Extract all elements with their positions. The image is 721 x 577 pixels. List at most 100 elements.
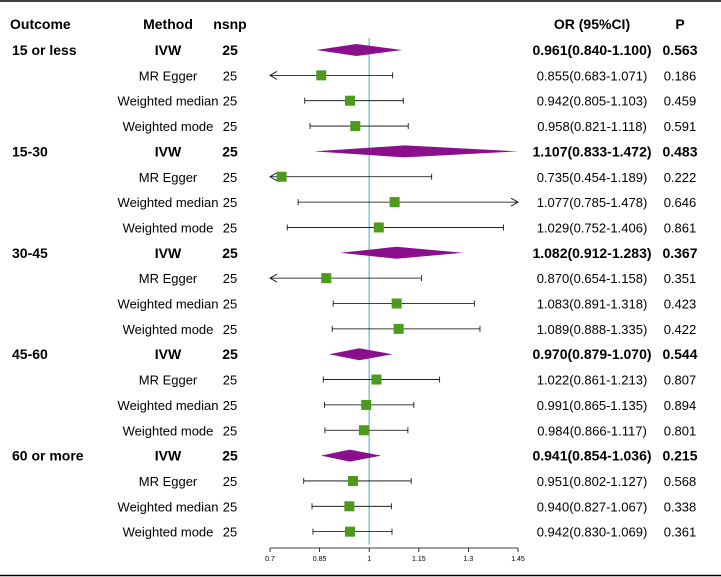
method-label: Weighted median bbox=[118, 499, 219, 514]
x-tick-label: 1 bbox=[367, 556, 371, 563]
method-label: MR Egger bbox=[139, 474, 198, 489]
p-value: 0.646 bbox=[664, 195, 697, 210]
p-value: 0.222 bbox=[664, 170, 697, 185]
method-label: Weighted median bbox=[118, 94, 219, 109]
point-estimate-square bbox=[393, 323, 404, 334]
nsnp-value: 25 bbox=[223, 499, 237, 514]
header-p: P bbox=[675, 16, 684, 32]
p-value: 0.568 bbox=[664, 474, 697, 489]
pooled-estimate-diamond bbox=[320, 449, 382, 462]
or-ci-value: 1.089(0.888-1.335) bbox=[537, 322, 648, 337]
p-value: 0.563 bbox=[662, 42, 697, 58]
nsnp-value: 25 bbox=[223, 220, 237, 235]
method-label: Weighted median bbox=[118, 297, 219, 312]
rows-layer: 15 or less IVW 25 0.961(0.840-1.100) 0.563 MR… bbox=[12, 38, 698, 545]
point-estimate-square bbox=[391, 298, 402, 309]
nsnp-value: 25 bbox=[222, 42, 238, 58]
nsnp-value: 25 bbox=[223, 271, 237, 286]
nsnp-value: 25 bbox=[222, 448, 238, 464]
point-estimate-square bbox=[276, 171, 287, 182]
or-ci-value: 0.984(0.866-1.117) bbox=[537, 423, 647, 438]
nsnp-value: 25 bbox=[223, 373, 237, 388]
nsnp-value: 25 bbox=[223, 398, 237, 413]
p-value: 0.367 bbox=[662, 245, 697, 261]
nsnp-value: 25 bbox=[223, 68, 237, 83]
header-method: Method bbox=[143, 16, 193, 32]
or-ci-value: 1.022(0.861-1.213) bbox=[537, 373, 648, 388]
p-value: 0.861 bbox=[664, 220, 697, 235]
ci-arrow-left bbox=[269, 71, 278, 80]
point-estimate-square bbox=[345, 95, 356, 106]
method-label: Weighted mode bbox=[123, 322, 214, 337]
or-ci-value: 1.029(0.752-1.406) bbox=[537, 220, 648, 235]
method-label: MR Egger bbox=[139, 68, 198, 83]
nsnp-value: 25 bbox=[223, 474, 237, 489]
or-ci-value: 1.082(0.912-1.283) bbox=[532, 245, 651, 261]
header-nsnp: nsnp bbox=[213, 16, 246, 32]
p-value: 0.894 bbox=[664, 398, 697, 413]
method-label: Weighted median bbox=[118, 195, 219, 210]
point-estimate-square bbox=[347, 475, 358, 486]
point-estimate-square bbox=[350, 121, 361, 132]
point-estimate-square bbox=[389, 197, 400, 208]
pooled-estimate-diamond bbox=[329, 348, 393, 361]
outcome-label: 60 or more bbox=[12, 448, 84, 464]
nsnp-value: 25 bbox=[223, 322, 237, 337]
pooled-estimate-diamond bbox=[340, 246, 463, 259]
nsnp-value: 25 bbox=[223, 525, 237, 540]
point-estimate-square bbox=[344, 501, 355, 512]
p-value: 0.351 bbox=[664, 271, 697, 286]
p-value: 0.215 bbox=[662, 448, 697, 464]
method-label: IVW bbox=[155, 346, 182, 362]
x-axis: 0.7 0.85 1 1.15 1.3 1.45 bbox=[265, 547, 525, 563]
p-value: 0.591 bbox=[664, 119, 697, 134]
or-ci-value: 1.107(0.833-1.472) bbox=[532, 143, 651, 159]
or-ci-value: 0.940(0.827-1.067) bbox=[537, 499, 648, 514]
point-estimate-square bbox=[316, 70, 327, 81]
p-value: 0.807 bbox=[664, 373, 697, 388]
or-ci-value: 0.991(0.865-1.135) bbox=[537, 398, 648, 413]
nsnp-value: 25 bbox=[223, 423, 237, 438]
x-tick-label: 0.85 bbox=[313, 556, 327, 563]
p-value: 0.459 bbox=[664, 94, 697, 109]
or-ci-value: 0.970(0.879-1.070) bbox=[532, 346, 651, 362]
method-label: IVW bbox=[155, 245, 182, 261]
method-label: Weighted mode bbox=[123, 525, 214, 540]
header-or: OR (95%CI) bbox=[554, 16, 630, 32]
nsnp-value: 25 bbox=[223, 297, 237, 312]
or-ci-value: 1.083(0.891-1.318) bbox=[537, 297, 648, 312]
nsnp-value: 25 bbox=[223, 119, 237, 134]
method-label: IVW bbox=[155, 448, 182, 464]
p-value: 0.186 bbox=[664, 68, 697, 83]
or-ci-value: 0.941(0.854-1.036) bbox=[532, 448, 651, 464]
point-estimate-square bbox=[358, 425, 369, 436]
or-ci-value: 0.855(0.683-1.071) bbox=[537, 68, 648, 83]
p-value: 0.361 bbox=[664, 525, 697, 540]
p-value: 0.801 bbox=[664, 423, 697, 438]
method-label: MR Egger bbox=[139, 373, 198, 388]
ci-arrow-left bbox=[269, 172, 278, 182]
pooled-estimate-diamond bbox=[313, 145, 518, 158]
method-label: Weighted mode bbox=[123, 423, 214, 438]
ci-arrow-left bbox=[269, 273, 278, 283]
or-ci-value: 1.077(0.785-1.478) bbox=[537, 195, 648, 210]
point-estimate-square bbox=[373, 222, 384, 233]
x-tick-label: 1.3 bbox=[464, 556, 474, 563]
p-value: 0.544 bbox=[662, 346, 697, 362]
or-ci-value: 0.961(0.840-1.100) bbox=[532, 42, 651, 58]
nsnp-value: 25 bbox=[223, 195, 237, 210]
nsnp-value: 25 bbox=[222, 346, 238, 362]
ci-arrow-right bbox=[510, 197, 519, 207]
method-label: Weighted mode bbox=[123, 119, 214, 134]
outcome-label: 15-30 bbox=[12, 143, 48, 159]
point-estimate-square bbox=[345, 526, 356, 537]
method-label: IVW bbox=[155, 143, 182, 159]
method-label: Weighted median bbox=[118, 398, 219, 413]
or-ci-value: 0.735(0.454-1.189) bbox=[537, 170, 648, 185]
method-label: Weighted mode bbox=[123, 220, 214, 235]
method-label: IVW bbox=[155, 42, 182, 58]
or-ci-value: 0.942(0.805-1.103) bbox=[537, 94, 648, 109]
outcome-label: 15 or less bbox=[12, 42, 77, 58]
point-estimate-square bbox=[371, 374, 382, 385]
x-tick-label: 0.7 bbox=[265, 556, 275, 563]
